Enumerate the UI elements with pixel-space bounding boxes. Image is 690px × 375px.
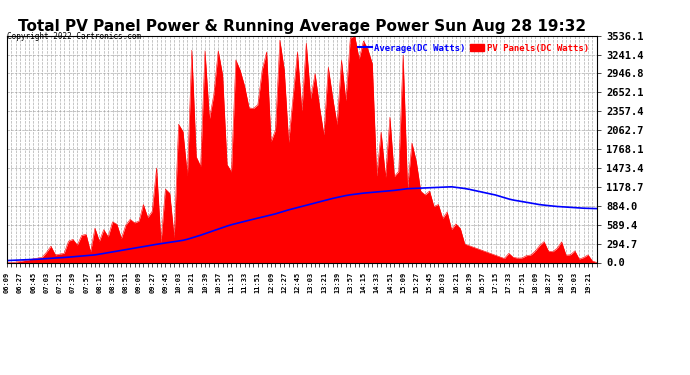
Title: Total PV Panel Power & Running Average Power Sun Aug 28 19:32: Total PV Panel Power & Running Average P… [18,20,586,34]
Legend: Average(DC Watts), PV Panels(DC Watts): Average(DC Watts), PV Panels(DC Watts) [355,40,592,56]
Text: Copyright 2022 Cartronics.com: Copyright 2022 Cartronics.com [7,32,141,41]
